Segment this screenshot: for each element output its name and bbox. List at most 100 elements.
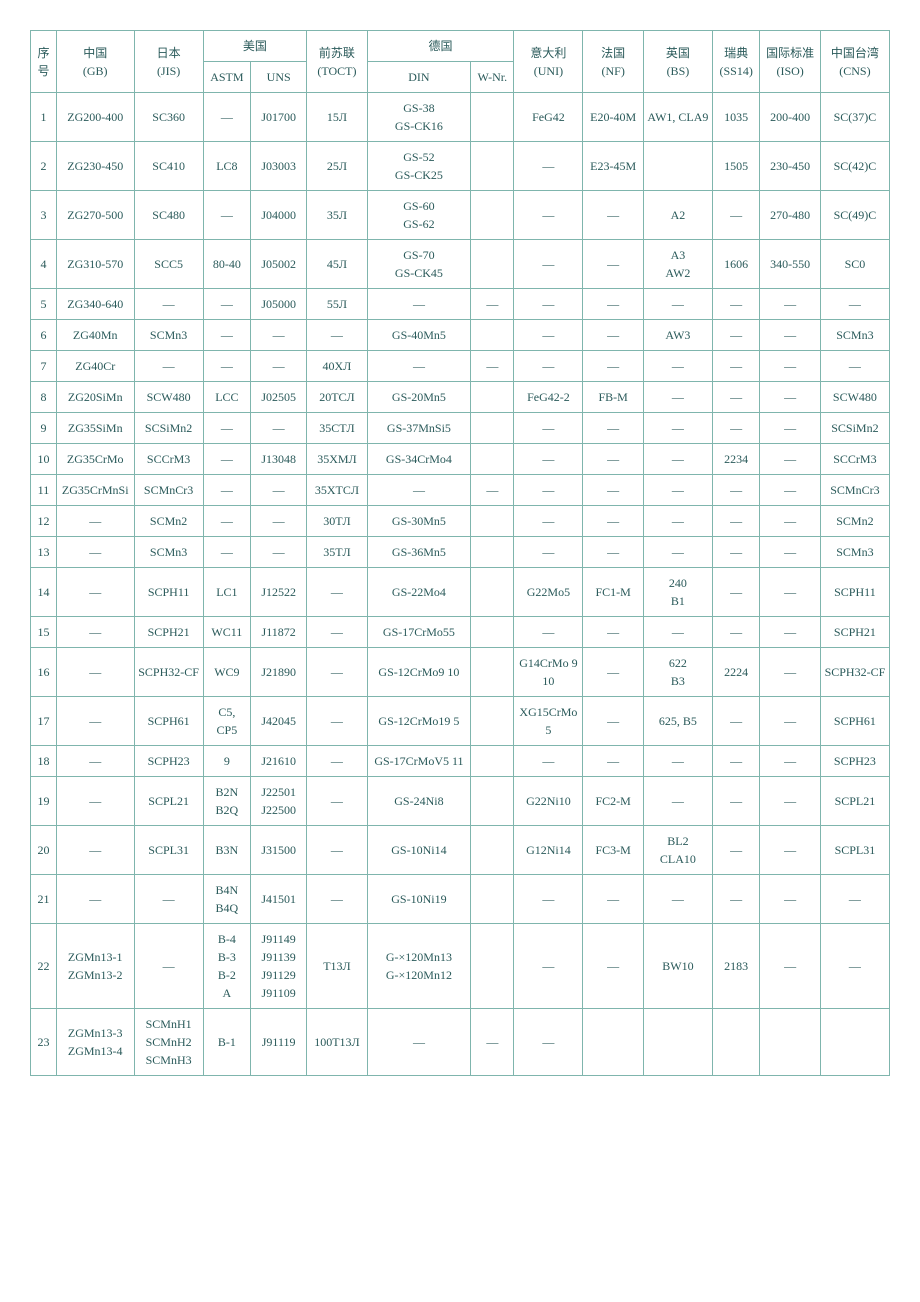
cell-bs: 625, B5 (643, 697, 712, 746)
cell-cns: — (820, 875, 889, 924)
cell-iso: 340-550 (760, 240, 820, 289)
cell-cns: SC(42)C (820, 142, 889, 191)
cell-toct: — (307, 568, 367, 617)
cell-cns: SCPL21 (820, 777, 889, 826)
cell-ss14: 1035 (712, 93, 759, 142)
cell-din: GS-24Ni8 (367, 777, 471, 826)
cell-uns: — (251, 351, 307, 382)
cell-bs: A2 (643, 191, 712, 240)
cell-bs: A3 AW2 (643, 240, 712, 289)
cell-din: GS-12CrMo9 10 (367, 648, 471, 697)
cell-ss14: — (712, 617, 759, 648)
cell-uni: G22Mo5 (514, 568, 583, 617)
cell-nf: FC2-M (583, 777, 643, 826)
cell-din: GS-70 GS-CK45 (367, 240, 471, 289)
table-row: 4ZG310-570SCC580-40J0500245ЛGS-70 GS-CK4… (31, 240, 890, 289)
table-row: 10ZG35CrMoSCCrM3—J1304835XMЛGS-34CrMo4——… (31, 444, 890, 475)
cell-jis: SCMn2 (134, 506, 203, 537)
cell-wnr (471, 537, 514, 568)
cell-bs: BW10 (643, 924, 712, 1009)
cell-nf: — (583, 413, 643, 444)
cell-jis: — (134, 351, 203, 382)
cell-nf: — (583, 924, 643, 1009)
cell-din: GS-17CrMoV5 11 (367, 746, 471, 777)
table-row: 8ZG20SiMnSCW480LCCJ0250520TCЛGS-20Mn5FeG… (31, 382, 890, 413)
cell-gb: ZG40Mn (56, 320, 134, 351)
hdr-jis: 日本 (JIS) (134, 31, 203, 93)
cell-ss14: 2234 (712, 444, 759, 475)
cell-toct: — (307, 826, 367, 875)
cell-uni: — (514, 746, 583, 777)
cell-astm: — (203, 537, 250, 568)
hdr-iso: 国际标准 (ISO) (760, 31, 820, 93)
cell-wnr (471, 506, 514, 537)
table-row: 9ZG35SiMnSCSiMn2——35CTЛGS-37MnSi5—————SC… (31, 413, 890, 444)
cell-astm: LC1 (203, 568, 250, 617)
cell-cns (820, 1009, 889, 1076)
cell-bs (643, 1009, 712, 1076)
hdr-usa: 美国 (203, 31, 307, 62)
cell-ss14: 2183 (712, 924, 759, 1009)
cell-astm: 80-40 (203, 240, 250, 289)
cell-wnr (471, 875, 514, 924)
cell-jis: SCPH61 (134, 697, 203, 746)
cell-uni: G12Ni14 (514, 826, 583, 875)
cell-jis: SCCrM3 (134, 444, 203, 475)
cell-cns: SCPH32-CF (820, 648, 889, 697)
table-row: 20—SCPL31B3NJ31500—GS-10Ni14G12Ni14FC3-M… (31, 826, 890, 875)
cell-iso: — (760, 568, 820, 617)
cell-iso: — (760, 537, 820, 568)
cell-idx: 7 (31, 351, 57, 382)
cell-astm: B2N B2Q (203, 777, 250, 826)
cell-bs: — (643, 444, 712, 475)
cell-din: GS-30Mn5 (367, 506, 471, 537)
table-row: 7ZG40Cr———40XЛ———————— (31, 351, 890, 382)
cell-gb: ZG40Cr (56, 351, 134, 382)
hdr-ger: 德国 (367, 31, 514, 62)
cell-idx: 13 (31, 537, 57, 568)
cell-nf: FB-M (583, 382, 643, 413)
cell-astm: — (203, 475, 250, 506)
cell-idx: 6 (31, 320, 57, 351)
cell-ss14: — (712, 826, 759, 875)
cell-uni: — (514, 617, 583, 648)
table-row: 1ZG200-400SC360—J0170015ЛGS-38 GS-CK16Fe… (31, 93, 890, 142)
cell-iso: — (760, 289, 820, 320)
cell-iso: 270-480 (760, 191, 820, 240)
cell-din: — (367, 351, 471, 382)
cell-iso: — (760, 875, 820, 924)
cell-iso: 200-400 (760, 93, 820, 142)
cell-uns: J91119 (251, 1009, 307, 1076)
cell-jis: SCSiMn2 (134, 413, 203, 444)
cell-jis: SC360 (134, 93, 203, 142)
cell-ss14: — (712, 413, 759, 444)
cell-astm: — (203, 413, 250, 444)
cell-ss14: — (712, 697, 759, 746)
hdr-din: DIN (367, 62, 471, 93)
cell-uni: FeG42 (514, 93, 583, 142)
cell-jis: SCPH11 (134, 568, 203, 617)
cell-toct: — (307, 648, 367, 697)
cell-toct: 35CTЛ (307, 413, 367, 444)
cell-idx: 20 (31, 826, 57, 875)
cell-uni: XG15CrMo 5 (514, 697, 583, 746)
cell-toct: T13Л (307, 924, 367, 1009)
cell-uni: G22Ni10 (514, 777, 583, 826)
cell-bs: — (643, 506, 712, 537)
cell-idx: 23 (31, 1009, 57, 1076)
table-row: 14—SCPH11LC1J12522—GS-22Mo4G22Mo5FC1-M24… (31, 568, 890, 617)
cell-toct: 20TCЛ (307, 382, 367, 413)
cell-wnr (471, 320, 514, 351)
hdr-nf: 法国 (NF) (583, 31, 643, 93)
cell-cns: SC(37)C (820, 93, 889, 142)
cell-uni: — (514, 142, 583, 191)
cell-iso (760, 1009, 820, 1076)
cell-din: GS-20Mn5 (367, 382, 471, 413)
table-row: 18—SCPH239J21610—GS-17CrMoV5 11—————SCPH… (31, 746, 890, 777)
hdr-uns: UNS (251, 62, 307, 93)
cell-din: GS-37MnSi5 (367, 413, 471, 444)
table-row: 15—SCPH21WC11J11872—GS-17CrMo55—————SCPH… (31, 617, 890, 648)
cell-uni: — (514, 444, 583, 475)
cell-din: GS-40Mn5 (367, 320, 471, 351)
table-row: 5ZG340-640——J0500055Л———————— (31, 289, 890, 320)
